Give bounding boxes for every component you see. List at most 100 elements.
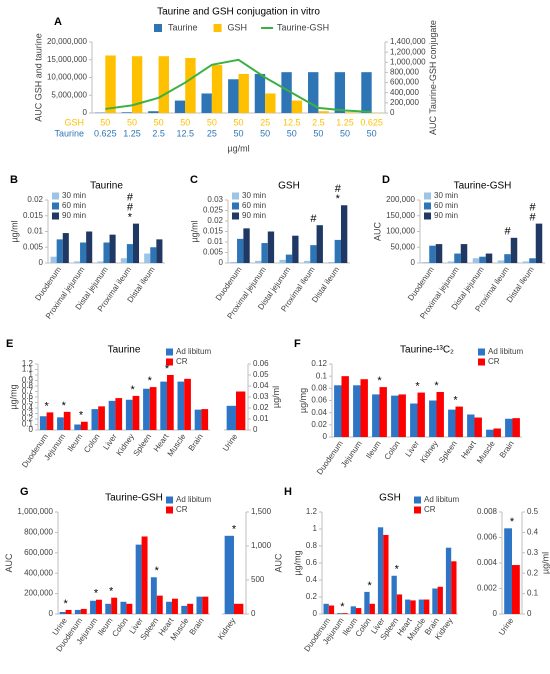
y-tick-label: 1.2 bbox=[306, 507, 318, 516]
bar bbox=[341, 205, 347, 263]
x-axis-label: µg/ml bbox=[227, 143, 249, 153]
y-tick-label: 200,000 bbox=[386, 195, 415, 204]
bar bbox=[479, 257, 486, 263]
y-tick-label: 0.2 bbox=[306, 592, 318, 601]
bar bbox=[122, 112, 132, 113]
y-tick-label: 1 bbox=[313, 524, 318, 533]
panel-letter: C bbox=[190, 174, 198, 186]
bar bbox=[172, 599, 178, 614]
legend-label: 30 min bbox=[242, 191, 266, 200]
x-tick-label: 50 bbox=[233, 128, 243, 138]
y-tick-label: 0.2 bbox=[527, 568, 539, 577]
y-tick-label: 600,000 bbox=[24, 548, 53, 557]
y-tick-label: 0 bbox=[39, 258, 44, 267]
y-tick-label: 0.08 bbox=[311, 383, 327, 392]
bar bbox=[133, 224, 139, 263]
legend-swatch bbox=[52, 213, 59, 220]
legend-label: 60 min bbox=[434, 201, 458, 210]
annotation: * bbox=[94, 588, 99, 600]
bar bbox=[356, 608, 361, 614]
bar bbox=[397, 594, 402, 614]
x-tick-label: Duodenum bbox=[315, 439, 345, 476]
annotation: * bbox=[148, 375, 153, 387]
bar bbox=[160, 382, 167, 430]
bar bbox=[51, 257, 57, 263]
legend-label: GSH bbox=[228, 22, 248, 32]
legend-label: CR bbox=[176, 505, 188, 514]
bar bbox=[81, 609, 87, 614]
bar bbox=[201, 93, 211, 113]
panel: 00.0050.010.0150.020.0250.03µg/mlCGSHDuo… bbox=[189, 174, 350, 321]
annotation: * bbox=[510, 516, 515, 528]
bar bbox=[337, 613, 342, 614]
x-tick-label: 50 bbox=[313, 128, 323, 138]
bar bbox=[335, 72, 345, 113]
bar bbox=[184, 379, 191, 430]
bar bbox=[310, 245, 316, 263]
bar bbox=[405, 600, 410, 614]
bar bbox=[361, 72, 371, 113]
bar bbox=[423, 262, 430, 263]
y-tick-label: 0.05 bbox=[253, 370, 269, 379]
y-tick-label: 400,000 bbox=[24, 568, 53, 577]
y-tick-label: 0.03 bbox=[207, 195, 223, 204]
bar bbox=[143, 389, 150, 430]
legend-label: Ad libitum bbox=[488, 347, 523, 356]
bar bbox=[81, 422, 88, 430]
panel: 0200,000400,000600,000800,0001,000,000AU… bbox=[4, 486, 212, 654]
bar bbox=[391, 396, 398, 437]
y-tick-label: 0.5 bbox=[527, 507, 539, 516]
legend-label: CR bbox=[176, 357, 188, 366]
legend-label: 90 min bbox=[434, 211, 458, 220]
y-tick-label: 0 bbox=[527, 609, 532, 618]
bar bbox=[225, 536, 234, 614]
y-tick-label: 0.04 bbox=[311, 408, 327, 417]
bar bbox=[451, 561, 456, 614]
bar bbox=[111, 598, 117, 614]
annotation: * bbox=[63, 598, 68, 610]
y-tick-label: 20,000,000 bbox=[47, 37, 88, 46]
bar bbox=[432, 589, 437, 615]
x-tick-label: Urine bbox=[497, 616, 516, 637]
y-tick-label: 0.01 bbox=[207, 237, 223, 246]
bar bbox=[105, 55, 115, 113]
y-tick-label: 0 bbox=[411, 258, 416, 267]
y-tick-label: 0.015 bbox=[23, 211, 44, 220]
bar bbox=[318, 111, 328, 113]
legend-swatch bbox=[414, 497, 421, 504]
bar bbox=[98, 406, 105, 430]
bar bbox=[181, 606, 187, 614]
bar bbox=[103, 243, 109, 263]
bar bbox=[361, 379, 368, 437]
axis-label: µg/ml bbox=[541, 552, 550, 574]
annotation: * bbox=[165, 363, 170, 375]
bar bbox=[166, 602, 172, 614]
bar bbox=[91, 409, 98, 430]
panel: 00.0050.010.0150.02µg/mlBTaurineDuodenum… bbox=[9, 174, 165, 321]
x-tick-label: 50 bbox=[127, 117, 137, 127]
bar bbox=[243, 228, 249, 263]
bar bbox=[175, 101, 185, 113]
legend-swatch bbox=[424, 203, 431, 210]
y-tick-label: 0.04 bbox=[253, 381, 269, 390]
y-tick-label: 1,000 bbox=[251, 541, 272, 550]
y-tick-label: 50,000 bbox=[391, 242, 416, 251]
bar bbox=[498, 260, 505, 263]
y-tick-label: 600,000 bbox=[390, 78, 419, 87]
x-tick-label: 50 bbox=[180, 117, 190, 127]
bar bbox=[511, 238, 518, 263]
axis-label: µg/ml bbox=[271, 386, 281, 408]
y-tick-label: 5,000,000 bbox=[51, 90, 87, 99]
bar bbox=[265, 93, 275, 113]
x-tick-label: Ileum bbox=[364, 439, 383, 460]
bar bbox=[304, 261, 310, 263]
bar bbox=[185, 58, 195, 113]
bar bbox=[410, 600, 415, 614]
bar bbox=[167, 375, 174, 430]
y-tick-label: 0.3 bbox=[527, 548, 539, 557]
annotation: * bbox=[232, 524, 237, 536]
bar bbox=[448, 410, 455, 437]
legend-label: 60 min bbox=[242, 201, 266, 210]
